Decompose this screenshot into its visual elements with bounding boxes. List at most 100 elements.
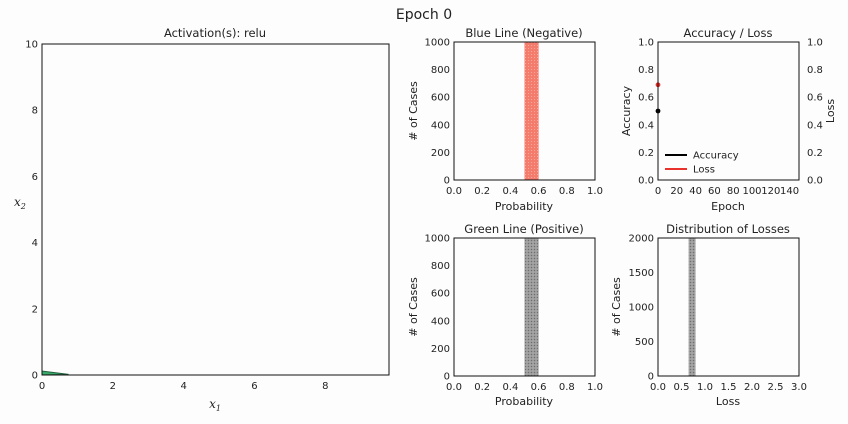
negative-hist-x-ticks: 0.0 0.2 0.4 0.6 0.8 1.0 xyxy=(446,186,603,197)
accuracy-loss-frame xyxy=(657,41,800,181)
accuracy-loss-ytick-label: 0.2 xyxy=(638,148,654,159)
accuracy-loss-xtick-label: 0 xyxy=(655,186,661,197)
accuracy-loss-ytick-label: 1.0 xyxy=(638,38,654,49)
negative-hist-panel: Blue Line (Negative) 0.0 0.2 0.4 0.6 0.8 1.0 … xyxy=(407,26,603,213)
positive-hist-xtick-label: 0.8 xyxy=(559,382,575,393)
loss-hist-title: Distribution of Losses xyxy=(666,222,790,236)
negative-hist-xtick-label: 0.2 xyxy=(474,186,490,197)
loss-hist-ytick-label: 1500 xyxy=(629,268,654,279)
loss-hist-bars xyxy=(688,238,696,376)
accuracy-loss-xtick-label: 40 xyxy=(689,186,702,197)
accuracy-loss-title: Accuracy / Loss xyxy=(684,26,773,40)
loss-hist-xtick-label: 2.5 xyxy=(768,382,784,393)
positive-hist-ytick-label: 400 xyxy=(431,316,450,327)
negative-hist-xtick-label: 1.0 xyxy=(587,186,603,197)
positive-hist-xtick-label: 1.0 xyxy=(587,382,603,393)
positive-hist-panel: Green Line (Positive) 0.0 0.2 0.4 0.6 0.8 1.0… xyxy=(407,222,603,408)
accuracy-loss-xtick-label: 20 xyxy=(670,186,683,197)
loss-hist-xtick-label: 2.0 xyxy=(744,382,760,393)
positive-hist-title: Green Line (Positive) xyxy=(464,222,583,236)
loss-hist-frame xyxy=(657,237,800,377)
positive-hist-y-ticks: 0 200 400 600 800 1000 xyxy=(425,234,450,383)
negative-hist-frame xyxy=(453,41,596,181)
negative-hist-xtick-label: 0.8 xyxy=(559,186,575,197)
loss-hist-ylabel: # of Cases xyxy=(610,277,623,337)
accuracy-loss-xtick-label: 60 xyxy=(708,186,721,197)
positive-hist-ytick-label: 600 xyxy=(431,289,450,300)
decision-title: Activation(s): relu xyxy=(164,26,266,40)
decision-ytick-label: 0 xyxy=(32,371,38,382)
accuracy-loss-xtick-label: 100 xyxy=(742,186,761,197)
negative-hist-xlabel: Probability xyxy=(495,200,554,213)
positive-hist-ylabel: # of Cases xyxy=(407,277,420,337)
accuracy-loss-ytick-label: 0.6 xyxy=(638,93,654,104)
positive-hist-ytick-label: 1000 xyxy=(425,234,450,245)
decision-plot-area xyxy=(41,370,69,376)
positive-hist-frame xyxy=(453,237,596,377)
loss-hist-xtick-label: 1.5 xyxy=(721,382,737,393)
decision-x-ticks: 0 2 4 6 8 xyxy=(39,381,329,392)
decision-ytick-label: 6 xyxy=(32,172,38,183)
decision-ytick-label: 2 xyxy=(32,304,38,315)
loss-hist-ytick-label: 1000 xyxy=(629,303,654,314)
decision-xtick-label: 4 xyxy=(180,381,186,392)
decision-ylabel-main: x xyxy=(14,195,21,209)
loss-hist-xtick-label: 0.5 xyxy=(674,382,690,393)
accuracy-loss-right-ytick-label: 0.8 xyxy=(807,65,823,76)
accuracy-loss-ytick-label: 0.0 xyxy=(638,176,654,187)
accuracy-loss-xlabel: Epoch xyxy=(711,200,745,213)
decision-ytick-label: 10 xyxy=(25,40,38,51)
accuracy-loss-ytick-label: 0.4 xyxy=(638,120,654,131)
positive-hist-ytick-label: 0 xyxy=(444,372,450,383)
decision-xtick-label: 8 xyxy=(322,381,328,392)
loss-hist-panel: Distribution of Losses 0.0 0.5 1.0 1.5 2.0 2.… xyxy=(610,222,807,408)
negative-hist-ytick-label: 1000 xyxy=(425,38,450,49)
negative-hist-xtick-label: 0.6 xyxy=(531,186,547,197)
negative-hist-bars xyxy=(524,42,539,180)
accuracy-loss-ytick-label: 0.8 xyxy=(638,65,654,76)
accuracy-loss-xtick-label: 80 xyxy=(727,186,740,197)
negative-hist-ytick-label: 200 xyxy=(431,148,450,159)
decision-xtick-label: 2 xyxy=(110,381,116,392)
loss-hist-x-ticks: 0.0 0.5 1.0 1.5 2.0 2.5 3.0 xyxy=(650,382,807,393)
decision-xtick-label: 0 xyxy=(39,381,45,392)
accuracy-loss-right-ytick-label: 0.2 xyxy=(807,148,823,159)
positive-hist-xtick-label: 0.6 xyxy=(531,382,547,393)
loss-hist-ytick-label: 0 xyxy=(648,372,654,383)
loss-hist-bar xyxy=(688,238,696,376)
negative-hist-xtick-label: 0.0 xyxy=(446,186,462,197)
loss-hist-ytick-label: 2000 xyxy=(629,234,654,245)
legend-accuracy-label: Accuracy xyxy=(693,151,739,162)
decision-region xyxy=(41,370,69,376)
decision-ytick-label: 8 xyxy=(32,106,38,117)
accuracy-loss-right-ytick-label: 0.0 xyxy=(807,176,823,187)
accuracy-loss-xtick-label: 120 xyxy=(761,186,780,197)
decision-frame xyxy=(41,43,390,376)
negative-hist-y-ticks: 0 200 400 600 800 1000 xyxy=(425,38,450,187)
loss-hist-xtick-label: 1.0 xyxy=(697,382,713,393)
decision-xlabel: x1 xyxy=(209,397,221,413)
loss-hist-xtick-label: 0.0 xyxy=(650,382,666,393)
loss-hist-xtick-label: 3.0 xyxy=(791,382,807,393)
accuracy-loss-right-ytick-label: 0.6 xyxy=(807,93,823,104)
loss-hist-ytick-label: 500 xyxy=(635,337,654,348)
positive-hist-xlabel: Probability xyxy=(495,395,554,408)
negative-hist-ytick-label: 400 xyxy=(431,120,450,131)
accuracy-loss-panel: Accuracy / Loss 0 20 40 60 80 100 120 140 0.00.… xyxy=(620,26,837,213)
positive-hist-x-ticks: 0.0 0.2 0.4 0.6 0.8 1.0 xyxy=(446,382,603,393)
positive-hist-ytick-label: 200 xyxy=(431,344,450,355)
figure-suptitle: Epoch 0 xyxy=(396,7,452,23)
decision-xlabel-sub: 1 xyxy=(216,404,221,413)
negative-hist-ylabel: # of Cases xyxy=(407,81,420,141)
accuracy-loss-ylabel: Accuracy xyxy=(620,85,633,136)
accuracy-loss-x-ticks: 0 20 40 60 80 100 120 140 xyxy=(655,186,799,197)
positive-hist-ytick-label: 800 xyxy=(431,261,450,272)
accuracy-loss-right-y-ticks: 0.0 0.2 0.4 0.6 0.8 1.0 xyxy=(807,38,823,187)
positive-hist-bar xyxy=(524,238,539,376)
decision-xtick-label: 6 xyxy=(251,381,257,392)
decision-xlabel-main: x xyxy=(209,397,216,411)
negative-hist-ytick-label: 600 xyxy=(431,93,450,104)
accuracy-loss-right-ytick-label: 1.0 xyxy=(807,38,823,49)
